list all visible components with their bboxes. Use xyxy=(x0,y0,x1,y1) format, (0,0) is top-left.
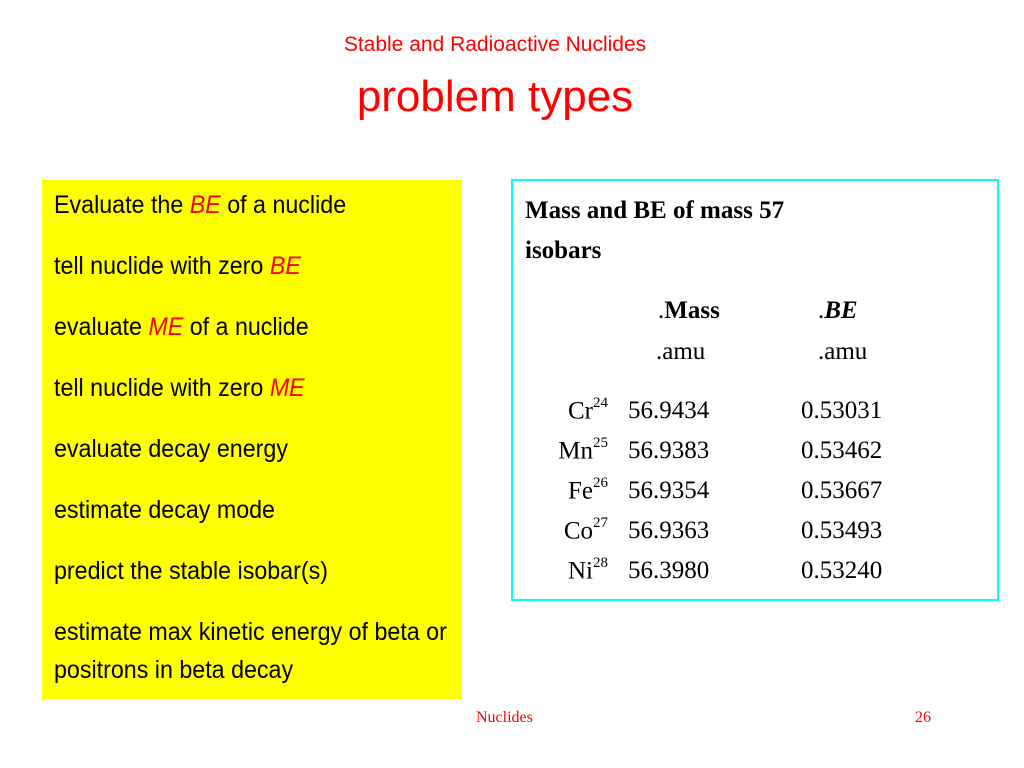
be-value: 0.53031 xyxy=(801,397,883,424)
nuclide-symbol: Mn25 xyxy=(558,435,608,465)
mass-value: 56.3980 xyxy=(628,557,710,584)
be-column-header: .BE xyxy=(818,297,858,324)
problem-item: tell nuclide with zero BE xyxy=(54,252,301,280)
table-row: Mn25 56.9383 0.53462 xyxy=(513,435,993,477)
problem-item: evaluate decay energy xyxy=(54,435,288,463)
footer-label: Nuclides xyxy=(476,709,533,726)
problem-item: estimate max kinetic energy of beta or p… xyxy=(54,618,447,684)
mass-value: 56.9354 xyxy=(628,477,710,504)
isobar-table-box: Mass and BE of mass 57 isobars .Mass .BE… xyxy=(511,179,999,601)
problem-item: estimate decay mode xyxy=(54,496,275,524)
nuclide-symbol: Fe26 xyxy=(568,475,608,505)
table-row: Ni28 56.3980 0.53240 xyxy=(513,555,993,597)
problem-item: tell nuclide with zero ME xyxy=(54,374,305,402)
problem-item: evaluate ME of a nuclide xyxy=(54,313,309,341)
mass-column-header: .Mass xyxy=(658,297,720,324)
slide-title: problem types xyxy=(356,72,634,121)
slide-subtitle: Stable and Radioactive Nuclides xyxy=(343,33,647,56)
page-number: 26 xyxy=(915,709,931,726)
table-row: Cr24 56.9434 0.53031 xyxy=(513,395,993,437)
nuclide-symbol: Ni28 xyxy=(568,555,608,585)
be-value: 0.53667 xyxy=(801,477,883,504)
table-row: Fe26 56.9354 0.53667 xyxy=(513,475,993,517)
be-value: 0.53493 xyxy=(801,517,883,544)
be-unit-label: .amu xyxy=(818,338,868,365)
nuclide-symbol: Cr24 xyxy=(568,395,608,425)
table-row: Co27 56.9363 0.53493 xyxy=(513,515,993,557)
mass-value: 56.9363 xyxy=(628,517,710,544)
be-value: 0.53462 xyxy=(801,437,883,464)
problem-item: Evaluate the BE of a nuclide xyxy=(54,191,347,219)
mass-value: 56.9434 xyxy=(628,397,710,424)
nuclide-symbol: Co27 xyxy=(563,515,608,545)
mass-value: 56.9383 xyxy=(628,437,710,464)
problem-list-box: Evaluate the BE of a nuclide tell nuclid… xyxy=(42,180,462,699)
problem-item: predict the stable isobar(s) xyxy=(54,557,328,585)
mass-unit-label: .amu xyxy=(656,338,706,365)
table-title: Mass and BE of mass 57 isobars xyxy=(525,197,785,264)
be-value: 0.53240 xyxy=(801,557,883,584)
